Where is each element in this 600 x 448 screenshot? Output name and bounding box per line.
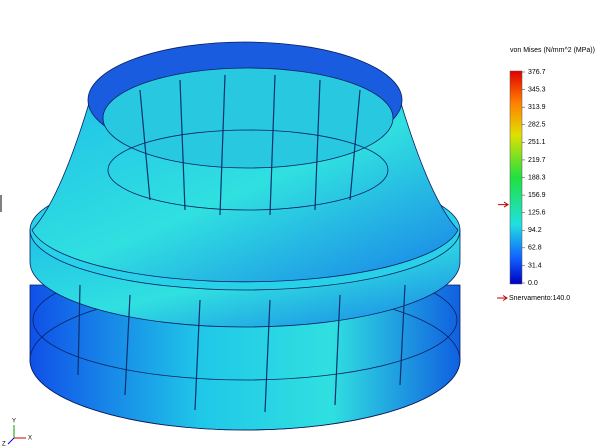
tick-label: 94.2 (528, 227, 542, 234)
color-bar (509, 70, 523, 285)
tick-label: 282.5 (528, 122, 546, 129)
triad-label: Z (2, 442, 6, 448)
yield-legend-arrow (497, 295, 508, 301)
tick-label: 313.9 (528, 104, 546, 111)
triad-label: X (28, 436, 32, 442)
tick-label: 188.3 (528, 174, 546, 181)
impeller-model (29, 41, 461, 431)
yield-label: Snervamento:140.0 (509, 295, 570, 302)
tick-label: 156.9 (528, 192, 546, 199)
tick-label: 31.4 (528, 262, 542, 269)
tick-label: 0.0 (528, 280, 538, 287)
tick-label: 251.1 (528, 139, 546, 146)
yield-marker (498, 201, 509, 208)
triad-label: Y (12, 419, 16, 425)
triad: Y X Z (2, 419, 32, 448)
tick-label: 62.8 (528, 245, 542, 252)
tick-label: 125.6 (528, 209, 546, 216)
tick-label: 219.7 (528, 157, 546, 164)
legend-title: von Mises (N/mm^2 (MPa)) (510, 47, 595, 54)
tick-label: 376.7 (528, 69, 546, 76)
tick-label: 345.3 (528, 86, 546, 93)
